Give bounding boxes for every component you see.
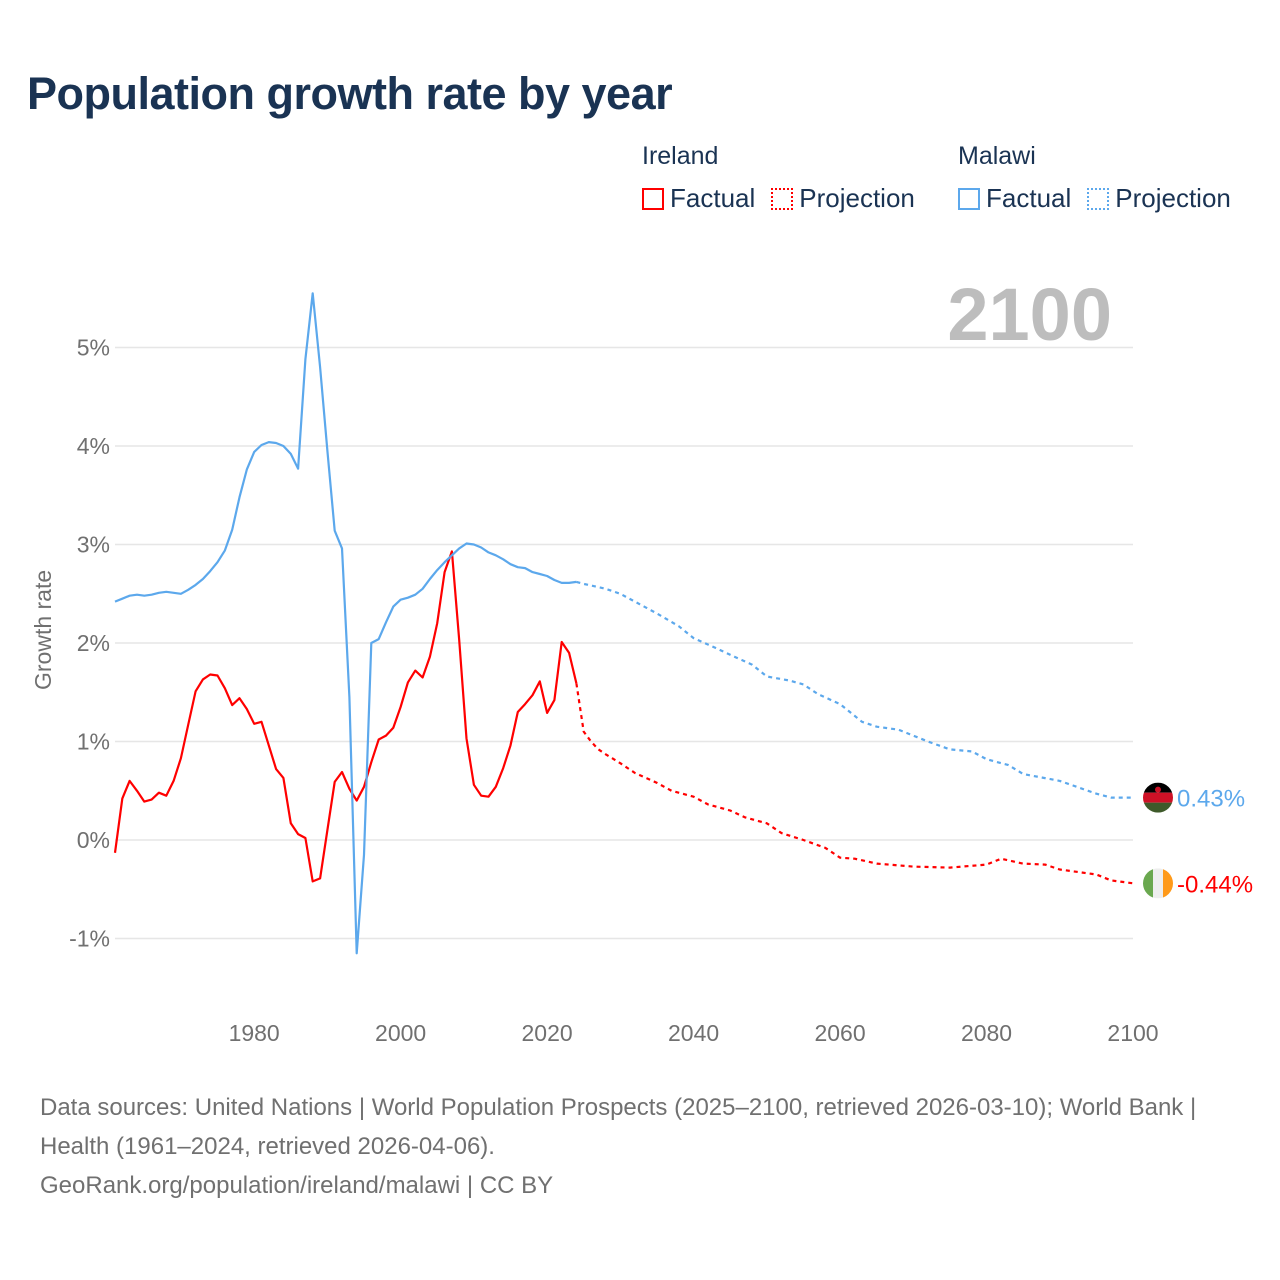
legend-label: Projection (799, 183, 915, 213)
legend-label: Projection (1115, 183, 1231, 213)
y-tick-label: 0% (77, 827, 110, 853)
series-line-malawi-projection (576, 580, 1133, 799)
source-link[interactable]: GeoRank.org/population/ireland/malawi | … (40, 1172, 554, 1199)
x-tick-label: 2060 (814, 1020, 865, 1046)
series-line-malawi-factual (114, 292, 577, 955)
chart-title: Population growth rate by year (27, 68, 673, 119)
footer: Data sources: United Nations | World Pop… (40, 1088, 1240, 1205)
legend-ireland-factual[interactable]: Factual (642, 183, 755, 214)
legend-swatch (958, 187, 980, 210)
legend-swatch (642, 187, 664, 210)
legend-group-name: Malawi (958, 142, 1036, 170)
legend-swatch (1087, 187, 1110, 210)
ireland-end-value: -0.44% (1177, 871, 1253, 898)
x-tick-label: 2100 (1107, 1020, 1158, 1046)
current-year-label: 2100 (947, 273, 1112, 356)
y-tick-label: -1% (69, 926, 110, 952)
y-tick-label: 2% (77, 630, 110, 656)
x-tick-label: 2080 (961, 1020, 1012, 1046)
series-line-ireland-projection (575, 683, 1134, 885)
y-tick-label: 5% (77, 335, 110, 361)
legend-ireland-projection[interactable]: Projection (771, 183, 915, 214)
legend-group-name: Ireland (642, 142, 719, 170)
malawi-end-value: 0.43% (1177, 786, 1245, 813)
legend-group-ireland: Ireland Factual Projection (642, 142, 915, 214)
legend-malawi-factual[interactable]: Factual (958, 183, 1071, 214)
y-axis-label: Growth rate (30, 570, 56, 690)
malawi-flag-icon (1143, 782, 1173, 813)
y-tick-label: 1% (77, 729, 110, 755)
legend-label: Factual (670, 183, 756, 213)
x-tick-label: 2000 (375, 1020, 426, 1046)
legend-group-malawi: Malawi Factual Projection (958, 142, 1231, 214)
y-tick-label: 4% (77, 433, 110, 459)
data-sources: Data sources: United Nations | World Pop… (40, 1094, 1197, 1160)
ireland-flag-icon (1143, 868, 1173, 899)
x-tick-label: 2020 (522, 1020, 573, 1046)
y-tick-label: 3% (77, 532, 110, 558)
legend-malawi-projection[interactable]: Projection (1087, 183, 1231, 214)
series-line-ireland-factual (113, 550, 578, 883)
x-tick-label: 1980 (229, 1020, 280, 1046)
x-tick-label: 2040 (668, 1020, 719, 1046)
legend-label: Factual (986, 183, 1072, 213)
legend-swatch (771, 187, 794, 210)
